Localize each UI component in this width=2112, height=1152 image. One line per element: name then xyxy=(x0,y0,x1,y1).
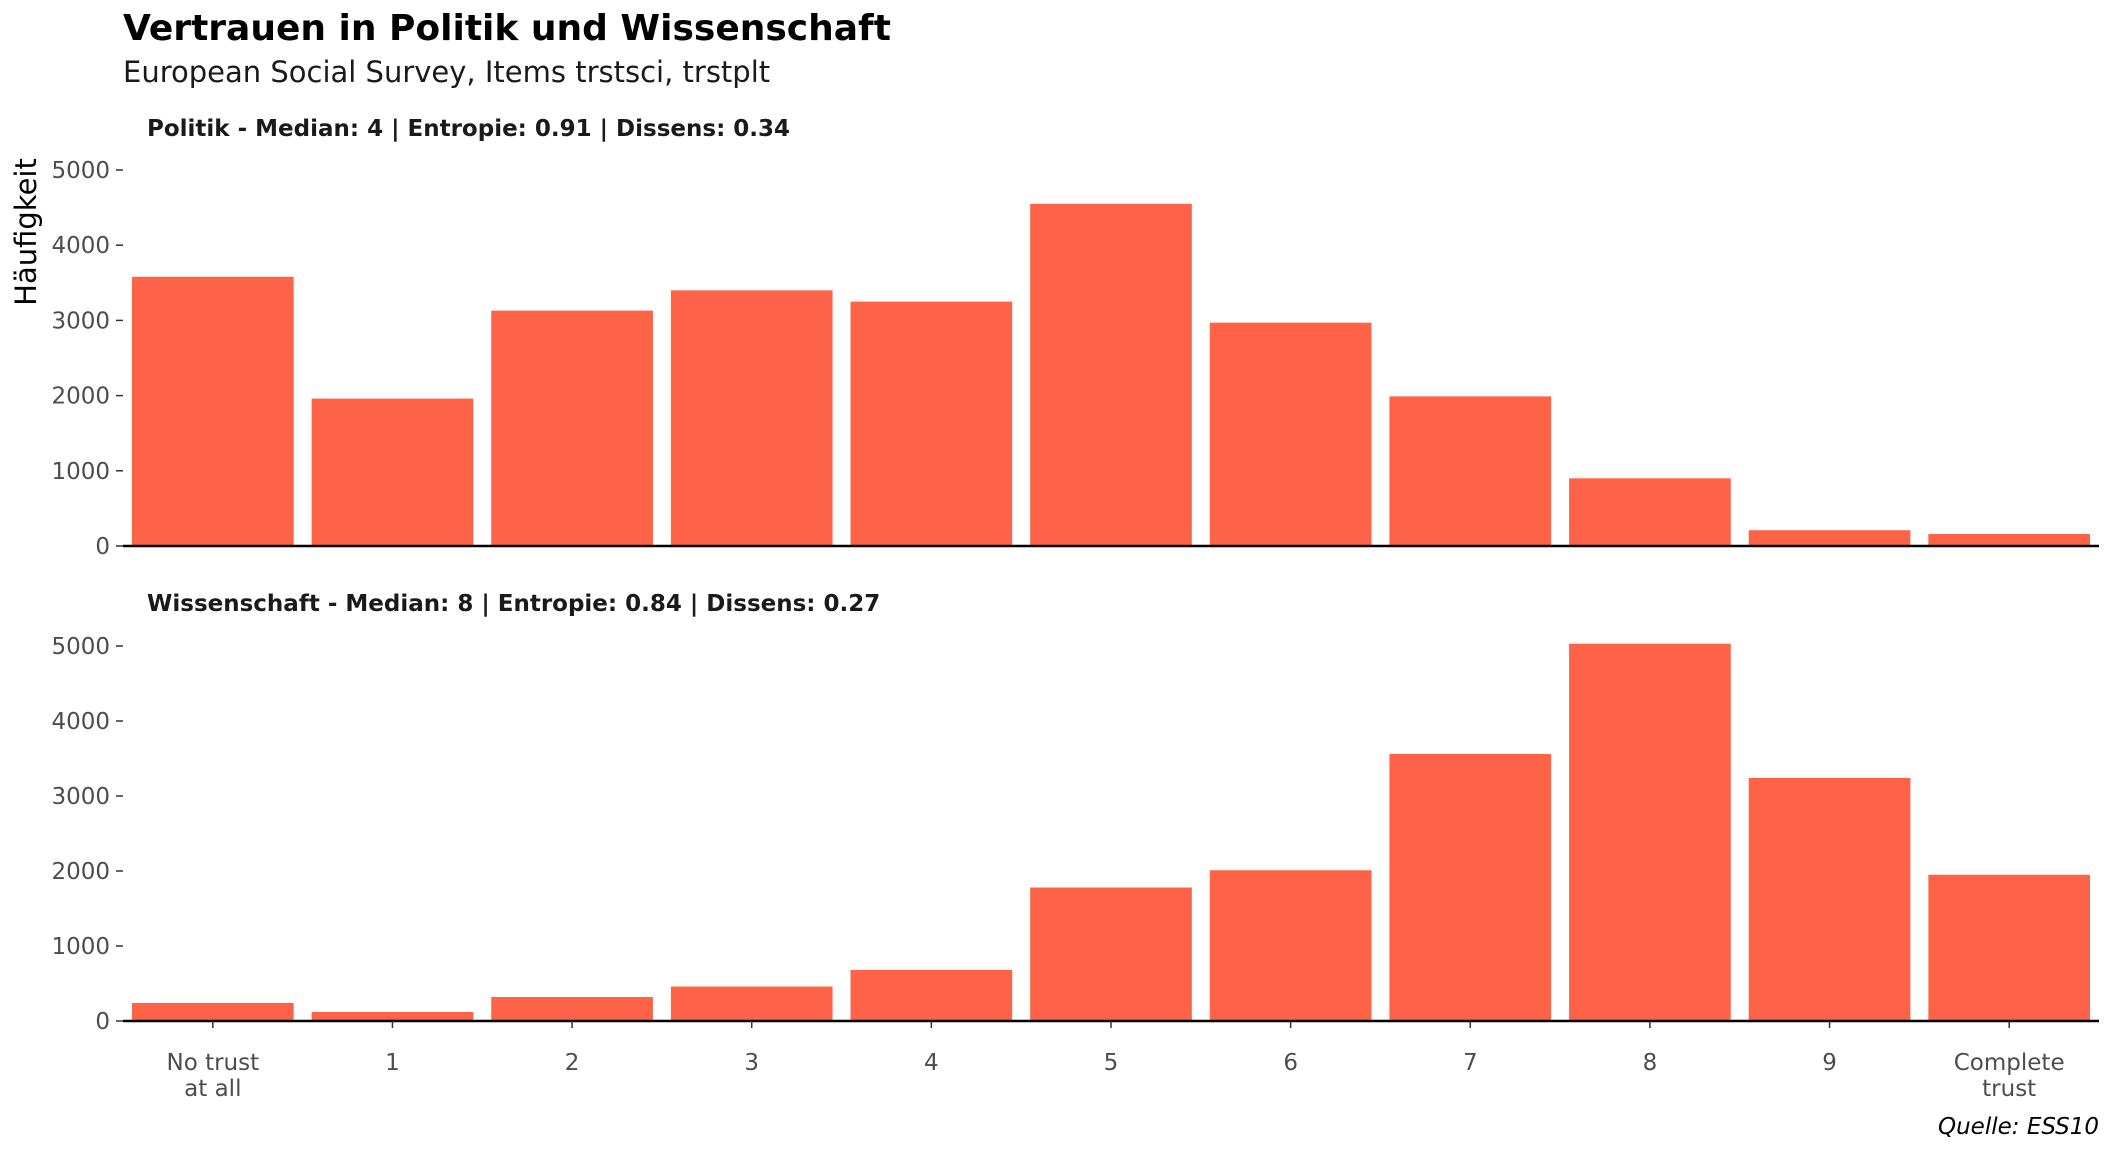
bar-politik-1 xyxy=(311,398,474,546)
x-tick-label: Complete xyxy=(1954,1050,2065,1076)
y-tick-label: 3000 xyxy=(51,784,110,810)
y-tick-label: 2000 xyxy=(51,859,110,885)
bar-politik-0 xyxy=(131,276,294,546)
bar-wissenschaft-7 xyxy=(1389,754,1552,1021)
x-tick-label: 9 xyxy=(1822,1050,1837,1076)
bar-wissenschaft-1 xyxy=(311,1012,474,1021)
y-tick-label: 2000 xyxy=(51,384,110,410)
x-tick-label: 7 xyxy=(1463,1050,1478,1076)
x-tick-label: 5 xyxy=(1104,1050,1119,1076)
bar-wissenschaft-4 xyxy=(850,970,1013,1021)
bar-wissenschaft-10 xyxy=(1928,874,2091,1021)
chart-title: Vertrauen in Politik und Wissenschaft xyxy=(123,8,891,49)
y-tick-label: 3000 xyxy=(51,308,110,334)
y-tick-label: 1000 xyxy=(51,934,110,960)
panel-wissenschaft: Wissenschaft - Median: 8 | Entropie: 0.8… xyxy=(51,591,2099,1035)
x-tick-label: trust xyxy=(1982,1076,2036,1102)
x-tick-label: 8 xyxy=(1643,1050,1658,1076)
bar-wissenschaft-5 xyxy=(1030,887,1192,1021)
bar-politik-3 xyxy=(670,290,833,546)
bar-wissenschaft-6 xyxy=(1209,870,1372,1021)
chart-panels: Politik - Median: 4 | Entropie: 0.91 | D… xyxy=(51,116,2099,1102)
x-tick-label: No trust xyxy=(166,1050,259,1076)
bar-politik-7 xyxy=(1389,396,1552,546)
y-tick-label: 0 xyxy=(95,534,110,560)
x-tick-label: 4 xyxy=(924,1050,939,1076)
y-axis-label: Häufigkeit xyxy=(9,158,43,306)
bar-wissenschaft-2 xyxy=(491,997,653,1021)
bar-politik-9 xyxy=(1748,530,1911,546)
bar-politik-2 xyxy=(491,310,653,546)
x-tick-label: 1 xyxy=(385,1050,400,1076)
x-tick-label: 6 xyxy=(1283,1050,1298,1076)
y-tick-label: 1000 xyxy=(51,459,110,485)
bar-wissenschaft-3 xyxy=(670,986,833,1021)
panel-politik: Politik - Median: 4 | Entropie: 0.91 | D… xyxy=(51,116,2099,560)
x-tick-label: 2 xyxy=(565,1050,580,1076)
bar-politik-10 xyxy=(1928,533,2091,546)
bar-wissenschaft-8 xyxy=(1569,643,1731,1021)
chart-subtitle: European Social Survey, Items trstsci, t… xyxy=(123,55,770,89)
panel-title-wissenschaft: Wissenschaft - Median: 8 | Entropie: 0.8… xyxy=(147,591,880,617)
bar-politik-5 xyxy=(1030,203,1192,546)
panel-title-politik: Politik - Median: 4 | Entropie: 0.91 | D… xyxy=(147,116,790,142)
bar-politik-6 xyxy=(1209,322,1372,546)
bar-wissenschaft-0 xyxy=(131,1003,294,1021)
y-tick-label: 0 xyxy=(95,1009,110,1035)
x-tick-label: at all xyxy=(184,1076,241,1102)
x-tick-label: 3 xyxy=(744,1050,759,1076)
bar-wissenschaft-9 xyxy=(1748,778,1911,1021)
y-tick-label: 4000 xyxy=(51,233,110,259)
caption: Quelle: ESS10 xyxy=(1938,1114,2099,1140)
y-tick-label: 4000 xyxy=(51,709,110,735)
y-tick-label: 5000 xyxy=(51,158,110,184)
bar-politik-8 xyxy=(1569,478,1731,546)
bar-politik-4 xyxy=(850,301,1013,546)
y-tick-label: 5000 xyxy=(51,634,110,660)
